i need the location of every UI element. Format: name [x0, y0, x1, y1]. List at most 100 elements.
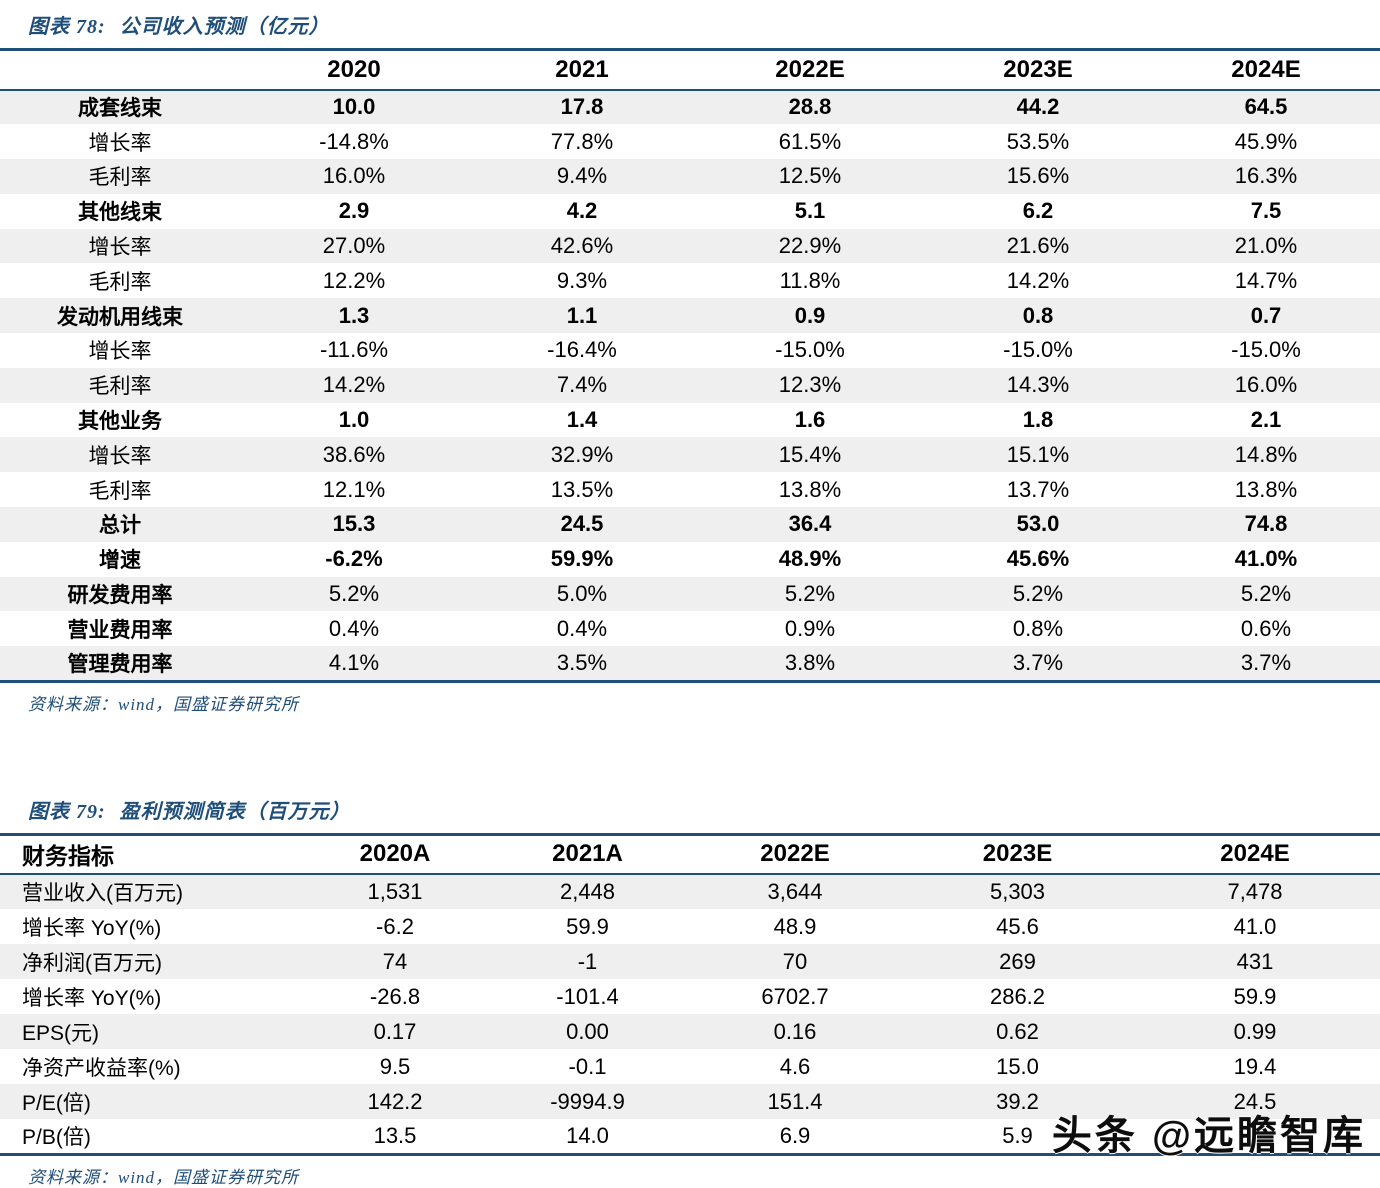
value-cell: 1.0	[338, 407, 370, 433]
value-cell: 45.6	[996, 913, 1039, 939]
table-row: P/E(倍) 142.2 -9994.9 151.4 39.2 24.5	[0, 1084, 1380, 1120]
value-cell: 1.3	[338, 302, 370, 328]
value-cell: 19.4	[1233, 1053, 1277, 1079]
table-row: 净利润(百万元) 74 -1 70 269 431	[0, 944, 1380, 980]
value-cell: 77.8%	[550, 128, 614, 154]
value-cell: 13.8%	[778, 476, 842, 502]
value-cell: 45.9%	[1234, 128, 1298, 154]
value-cell: 1.6	[794, 407, 826, 433]
table-row: 增长率 YoY(%) -26.8 -101.4 6702.7 286.2 59.9	[0, 979, 1380, 1014]
row-label: 管理费用率	[67, 652, 173, 676]
value-cell: 74	[382, 948, 408, 974]
value-cell: -1	[577, 948, 598, 974]
year-column-header: 2021	[468, 49, 696, 91]
row-label: 总计	[99, 514, 141, 538]
value-cell: 14.2%	[322, 372, 386, 398]
value-cell: -11.6%	[319, 337, 389, 363]
value-cell: 59.9	[566, 913, 609, 939]
value-cell: 3,644	[767, 879, 823, 905]
value-cell: 16.3%	[1234, 163, 1298, 189]
value-cell: 5.2%	[784, 581, 836, 607]
table-row: 发动机用线束 1.3 1.1 0.9 0.8 0.7	[0, 298, 1380, 334]
value-cell: 21.0%	[1234, 233, 1298, 259]
value-cell: 0.7	[1250, 302, 1282, 328]
value-cell: 1.8	[1022, 407, 1054, 433]
value-cell: 0.4%	[328, 615, 380, 641]
value-cell: 41.0%	[1234, 546, 1298, 572]
row-label: 增长率 YoY(%)	[22, 916, 162, 940]
revenue-forecast-table: 2020 2021 2022E 2023E 2024E 成套线束 10.0 17.8 28.8…	[0, 48, 1380, 683]
value-cell: 12.3%	[778, 372, 842, 398]
value-cell: 15.1%	[1006, 441, 1070, 467]
table-row: 增长率 -11.6% -16.4% -15.0% -15.0% -15.0%	[0, 333, 1380, 368]
value-cell: 70	[782, 948, 808, 974]
value-cell: 5.1	[794, 198, 826, 224]
header-row: 2020 2021 2022E 2023E 2024E	[0, 49, 1380, 91]
value-cell: 59.9	[1233, 983, 1277, 1009]
figure-79-section: 图表 79: 盈利预测简表（百万元） 财务指标 2020A 2021A 2022E 202…	[0, 795, 1380, 1188]
value-cell: 0.8	[1022, 302, 1054, 328]
value-cell: 13.8%	[1234, 476, 1298, 502]
header-row: 财务指标 2020A 2021A 2022E 2023E 2024E	[0, 834, 1380, 876]
figure-78-caption: 图表 78: 公司收入预测（亿元）	[28, 10, 1380, 39]
value-cell: 2,448	[559, 879, 616, 905]
value-cell: 6.2	[1022, 198, 1054, 224]
row-label: 增长率	[88, 236, 152, 260]
figure-79-title: 盈利预测简表（百万元）	[119, 800, 351, 823]
value-cell: 15.6%	[1006, 163, 1070, 189]
row-label: EPS(元)	[22, 1021, 100, 1045]
value-cell: 0.17	[373, 1018, 417, 1044]
value-cell: 7,478	[1227, 879, 1283, 905]
value-cell: 5.2%	[1240, 581, 1292, 607]
value-cell: -9994.9	[550, 1088, 625, 1114]
value-cell: 3.7%	[1012, 649, 1064, 675]
value-cell: 13.5	[373, 1122, 417, 1148]
value-cell: 2.9	[338, 198, 370, 224]
revenue-forecast-table-body: 成套线束 10.0 17.8 28.8 44.2 64.5 增长率 -14.8% 77.8% 61…	[0, 89, 1380, 682]
row-label: 毛利率	[88, 479, 152, 503]
year-column-header: 2024E	[1130, 834, 1380, 876]
value-cell: 48.9	[773, 913, 817, 939]
value-cell: 14.0	[566, 1122, 609, 1148]
value-cell: 10.0	[332, 94, 376, 120]
value-cell: 53.5%	[1006, 128, 1070, 154]
figure-79-source: 资料来源：wind，国盛证券研究所	[28, 1167, 300, 1187]
year-column-header: 2023E	[905, 834, 1130, 876]
row-label: 增长率	[88, 340, 152, 364]
value-cell: 269	[999, 948, 1036, 974]
value-cell: -14.8%	[319, 128, 389, 154]
value-cell: -6.2	[376, 913, 414, 939]
table-row: 营业收入(百万元) 1,531 2,448 3,644 5,303 7,478	[0, 874, 1380, 910]
table-row: 增长率 27.0% 42.6% 22.9% 21.6% 21.0%	[0, 228, 1380, 264]
row-label: 净资产收益率(%)	[22, 1056, 181, 1080]
table-row: 毛利率 12.1% 13.5% 13.8% 13.7% 13.8%	[0, 472, 1380, 507]
value-cell: 36.4	[788, 511, 832, 537]
value-cell: 5.9	[1002, 1122, 1033, 1148]
row-label: 净利润(百万元)	[22, 951, 162, 975]
value-cell: 0.62	[996, 1018, 1039, 1044]
table-row: P/B(倍) 13.5 14.0 6.9 5.9	[0, 1119, 1380, 1154]
report-page: 图表 78: 公司收入预测（亿元） 2020 2021 2022E 2023E 2024E…	[0, 10, 1380, 1188]
value-cell: 5.2%	[1012, 581, 1064, 607]
row-label: 增长率	[88, 131, 152, 155]
value-cell: 0.00	[566, 1018, 609, 1044]
figure-79-label: 图表 79:	[28, 800, 106, 823]
table-row: 净资产收益率(%) 9.5 -0.1 4.6 15.0 19.4	[0, 1049, 1380, 1084]
value-cell: 48.9%	[778, 546, 842, 572]
year-column-header: 2021A	[490, 834, 685, 876]
value-cell: 3.7%	[1240, 649, 1292, 675]
value-cell: 7.4%	[556, 372, 608, 398]
year-column-header: 2020A	[300, 834, 490, 876]
value-cell: 4.6	[779, 1053, 811, 1079]
value-cell: 1.4	[566, 407, 598, 433]
value-cell: 142.2	[367, 1088, 423, 1114]
table-row: 成套线束 10.0 17.8 28.8 44.2 64.5	[0, 89, 1380, 125]
value-cell: -101.4	[556, 983, 619, 1009]
table-row: 增速 -6.2% 59.9% 48.9% 45.6% 41.0%	[0, 542, 1380, 577]
earnings-summary-table-body: 营业收入(百万元) 1,531 2,448 3,644 5,303 7,478 增长率 Yo…	[0, 874, 1380, 1154]
value-cell: 74.8	[1244, 511, 1288, 537]
value-cell: 0.9%	[784, 615, 836, 641]
value-cell: -6.2%	[325, 546, 383, 572]
row-label-column-header	[0, 49, 240, 91]
value-cell: 15.0	[996, 1053, 1039, 1079]
